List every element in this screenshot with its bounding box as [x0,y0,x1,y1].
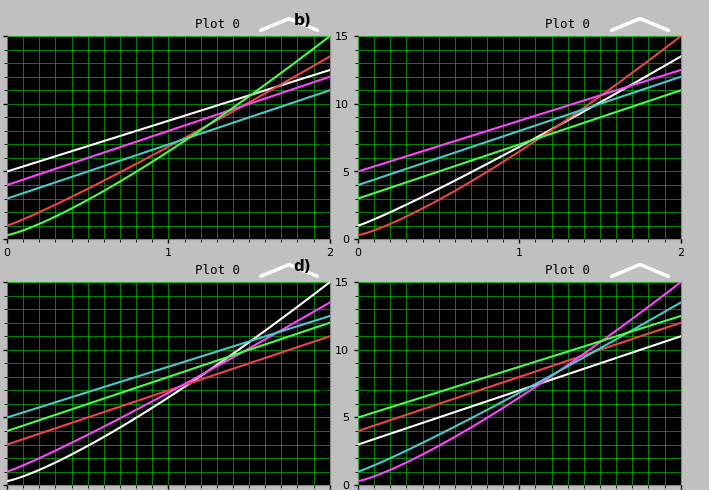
Text: Plot 0: Plot 0 [545,18,591,31]
Text: d): d) [294,259,311,274]
Text: b): b) [294,13,311,28]
Text: Plot 0: Plot 0 [545,264,591,277]
Text: Plot 0: Plot 0 [194,18,240,31]
Y-axis label: Value: Value [318,121,331,155]
Y-axis label: Value: Value [318,367,331,401]
Text: Plot 0: Plot 0 [194,264,240,277]
